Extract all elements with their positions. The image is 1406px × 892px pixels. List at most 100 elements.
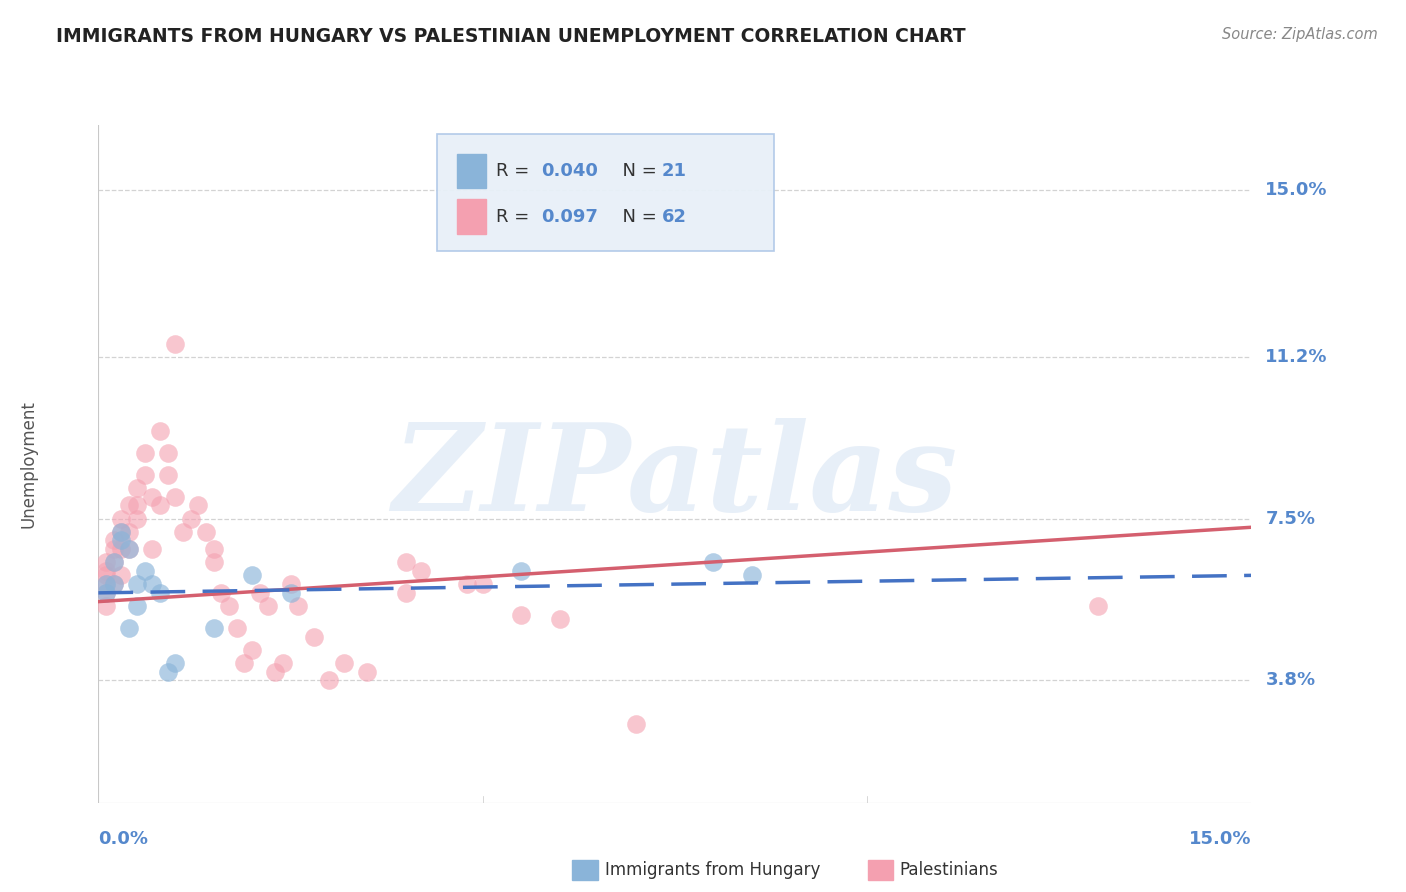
Point: [103, 533, 125, 548]
Point: [141, 490, 163, 504]
Point: [110, 524, 132, 539]
Point: [103, 577, 125, 591]
Point: [110, 511, 132, 525]
Point: [94, 577, 117, 591]
Point: [165, 336, 187, 351]
Text: N =: N =: [612, 208, 662, 226]
Text: Source: ZipAtlas.com: Source: ZipAtlas.com: [1222, 27, 1378, 42]
Point: [510, 607, 533, 622]
Point: [125, 499, 148, 513]
Point: [134, 467, 156, 482]
Text: N =: N =: [612, 162, 662, 180]
Point: [172, 524, 194, 539]
Point: [141, 542, 163, 557]
Point: [187, 499, 209, 513]
Point: [156, 446, 179, 460]
Point: [302, 630, 325, 644]
Point: [333, 656, 356, 670]
Text: 7.5%: 7.5%: [1265, 509, 1316, 527]
Point: [741, 568, 763, 582]
Point: [149, 424, 172, 438]
Point: [233, 656, 256, 670]
Point: [110, 533, 132, 548]
Point: [118, 621, 141, 635]
Point: [94, 555, 117, 569]
Point: [510, 564, 533, 578]
Text: 15.0%: 15.0%: [1189, 830, 1251, 847]
Point: [209, 586, 232, 600]
Point: [256, 599, 278, 613]
Point: [240, 568, 263, 582]
Point: [165, 656, 187, 670]
Point: [156, 665, 179, 679]
Point: [156, 467, 179, 482]
Point: [125, 577, 148, 591]
Text: 0.0%: 0.0%: [98, 830, 149, 847]
Point: [103, 542, 125, 557]
Point: [548, 612, 571, 626]
Text: R =: R =: [496, 162, 534, 180]
Point: [165, 490, 187, 504]
Text: Unemployment: Unemployment: [20, 400, 37, 528]
Point: [626, 717, 648, 731]
Point: [94, 586, 117, 600]
Point: [202, 542, 225, 557]
Point: [149, 586, 172, 600]
Point: [471, 577, 494, 591]
Point: [118, 542, 141, 557]
Point: [264, 665, 287, 679]
Point: [149, 499, 172, 513]
Text: Immigrants from Hungary: Immigrants from Hungary: [605, 861, 820, 879]
Text: ZIPatlas: ZIPatlas: [392, 418, 957, 537]
Point: [202, 621, 225, 635]
Point: [110, 542, 132, 557]
Point: [356, 665, 378, 679]
Point: [180, 511, 202, 525]
Text: 11.2%: 11.2%: [1265, 348, 1327, 366]
Point: [249, 586, 271, 600]
Text: R =: R =: [496, 208, 534, 226]
Point: [103, 555, 125, 569]
Point: [141, 577, 163, 591]
Text: 3.8%: 3.8%: [1265, 672, 1316, 690]
Point: [702, 555, 724, 569]
Point: [218, 599, 240, 613]
Point: [125, 481, 148, 495]
Point: [94, 564, 117, 578]
Point: [134, 446, 156, 460]
Point: [125, 511, 148, 525]
Point: [118, 542, 141, 557]
Text: 62: 62: [662, 208, 688, 226]
Point: [1087, 599, 1109, 613]
Text: 0.040: 0.040: [541, 162, 598, 180]
Point: [195, 524, 218, 539]
Point: [411, 564, 433, 578]
Point: [103, 555, 125, 569]
Text: IMMIGRANTS FROM HUNGARY VS PALESTINIAN UNEMPLOYMENT CORRELATION CHART: IMMIGRANTS FROM HUNGARY VS PALESTINIAN U…: [56, 27, 966, 45]
Point: [240, 642, 263, 657]
Point: [94, 599, 117, 613]
Text: 0.097: 0.097: [541, 208, 598, 226]
Point: [103, 577, 125, 591]
Point: [271, 656, 294, 670]
Point: [134, 564, 156, 578]
Point: [225, 621, 247, 635]
Text: Palestinians: Palestinians: [900, 861, 998, 879]
Point: [318, 673, 340, 688]
Point: [118, 524, 141, 539]
Text: 15.0%: 15.0%: [1265, 181, 1327, 200]
Point: [202, 555, 225, 569]
Point: [94, 568, 117, 582]
Text: 21: 21: [662, 162, 688, 180]
Point: [118, 499, 141, 513]
Point: [395, 586, 418, 600]
Point: [125, 599, 148, 613]
Point: [287, 599, 309, 613]
Point: [94, 577, 117, 591]
Point: [395, 555, 418, 569]
Point: [456, 577, 478, 591]
Point: [110, 568, 132, 582]
Point: [94, 586, 117, 600]
Point: [280, 586, 302, 600]
Point: [110, 524, 132, 539]
